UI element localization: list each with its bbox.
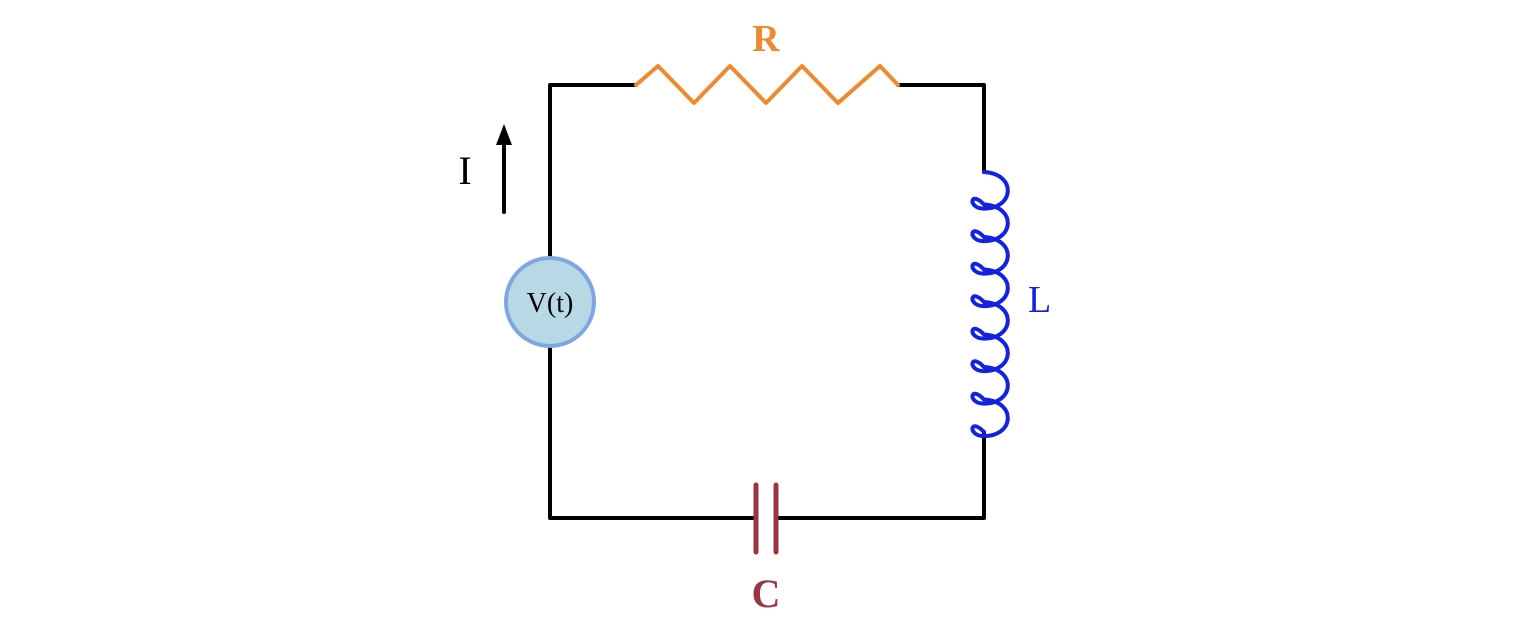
- resistor-label: R: [752, 18, 780, 60]
- inductor-label: L: [1028, 279, 1051, 321]
- up-arrow-head: [496, 124, 512, 145]
- wire-right-bottom: [774, 430, 986, 520]
- voltage-source-label: V(t): [527, 288, 574, 319]
- wire-top-right: [896, 83, 986, 174]
- resistor-symbol: [634, 64, 900, 105]
- current-label: I: [458, 148, 471, 193]
- wire-bottom-left: [548, 344, 756, 520]
- voltage-source-symbol: [504, 256, 596, 348]
- inductor-symbol: [970, 170, 1010, 439]
- wire-left-top: [548, 83, 638, 260]
- capacitor-label: C: [752, 571, 781, 616]
